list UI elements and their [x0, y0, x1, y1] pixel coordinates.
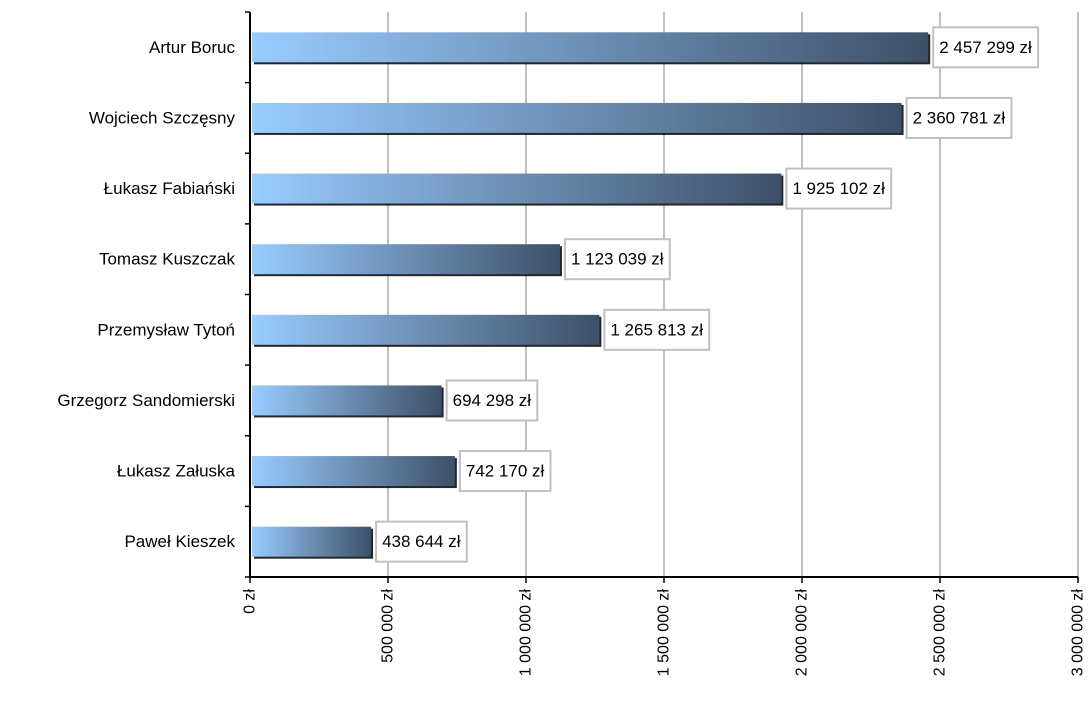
x-tick-label: 0 zł [242, 589, 259, 614]
data-label-box [785, 167, 893, 210]
bar [252, 314, 600, 345]
bars [252, 32, 931, 559]
data-label-box [445, 379, 539, 422]
data-label-box [375, 520, 468, 563]
category-labels: Artur Boruc Wojciech Szczęsny Łukasz Fabia… [57, 38, 235, 551]
grid-lines [387, 12, 1079, 577]
data-label-text: 1 123 039 zł [571, 250, 664, 269]
data-label: 2 360 781 zł [905, 96, 1013, 139]
x-tick-label: 2 000 000 zł [794, 589, 811, 677]
category-label: Łukasz Załuska [117, 462, 236, 481]
x-tick-label: 1 000 000 zł [518, 589, 535, 677]
data-labels: 2 457 299 zł 2 360 781 zł 1 925 102 zł 1 12… [375, 26, 1040, 563]
axes [245, 11, 1079, 583]
data-label: 694 298 zł [445, 379, 539, 422]
data-label-text: 1 265 813 zł [610, 320, 703, 339]
category-label: Tomasz Kuszczak [99, 250, 236, 269]
data-label-text: 2 457 299 zł [939, 38, 1032, 57]
data-label-box [932, 26, 1040, 69]
x-tick-label: 1 500 000 zł [656, 589, 673, 677]
data-label: 1 925 102 zł [785, 167, 893, 210]
category-label: Łukasz Fabiański [104, 179, 235, 198]
data-label-text: 2 360 781 zł [913, 108, 1006, 127]
bar [252, 102, 902, 133]
bar [252, 32, 929, 63]
bar [252, 456, 455, 487]
category-label: Przemysław Tytoń [97, 320, 235, 339]
x-tick-label: 500 000 zł [380, 589, 397, 663]
data-label: 1 123 039 zł [563, 238, 671, 281]
category-label: Wojciech Szczęsny [89, 108, 236, 127]
bar [252, 244, 560, 275]
data-label: 438 644 zł [375, 520, 468, 563]
x-tick-label: 3 000 000 zł [1070, 589, 1087, 677]
data-label-text: 438 644 zł [382, 532, 461, 551]
data-label-box [458, 450, 552, 493]
x-tick-label: 2 500 000 zł [932, 589, 949, 677]
data-label: 742 170 zł [458, 450, 552, 493]
x-tick-labels: 0 zł 500 000 zł 1 000 000 zł 1 500 000 zł 2 … [242, 589, 1087, 677]
data-label-box [563, 238, 671, 281]
bar [252, 526, 372, 557]
data-label: 2 457 299 zł [932, 26, 1040, 69]
category-label: Grzegorz Sandomierski [57, 391, 235, 410]
category-label: Paweł Kieszek [124, 532, 235, 551]
category-label: Artur Boruc [149, 38, 235, 57]
bar [252, 173, 782, 204]
bar [252, 385, 442, 416]
data-label: 1 265 813 zł [603, 308, 711, 351]
data-label-text: 1 925 102 zł [792, 179, 885, 198]
data-label-text: 742 170 zł [466, 462, 545, 481]
data-label-text: 694 298 zł [453, 391, 532, 410]
data-label-box [603, 308, 711, 351]
data-label-box [905, 96, 1013, 139]
